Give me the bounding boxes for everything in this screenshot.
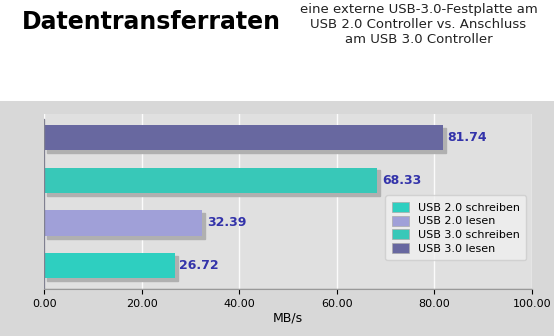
Text: eine externe USB-3.0-Festplatte am
USB 2.0 Controller vs. Anschluss
am USB 3.0 C: eine externe USB-3.0-Festplatte am USB 2… <box>300 3 537 46</box>
Bar <box>42 289 536 292</box>
Bar <box>47 256 177 281</box>
Bar <box>44 253 175 278</box>
Bar <box>42 119 44 289</box>
Bar <box>47 213 205 239</box>
Text: 68.33: 68.33 <box>382 174 422 187</box>
Bar <box>47 128 446 154</box>
X-axis label: MB/s: MB/s <box>273 311 303 325</box>
Bar <box>44 125 443 151</box>
Text: Datentransferraten: Datentransferraten <box>22 10 281 34</box>
Text: 81.74: 81.74 <box>448 131 488 144</box>
Bar <box>44 168 377 193</box>
Text: 32.39: 32.39 <box>207 216 247 229</box>
Bar <box>44 210 202 236</box>
Bar <box>47 170 381 196</box>
Legend: USB 2.0 schreiben, USB 2.0 lesen, USB 3.0 schreiben, USB 3.0 lesen: USB 2.0 schreiben, USB 2.0 lesen, USB 3.… <box>386 196 526 260</box>
Text: 26.72: 26.72 <box>179 259 219 272</box>
